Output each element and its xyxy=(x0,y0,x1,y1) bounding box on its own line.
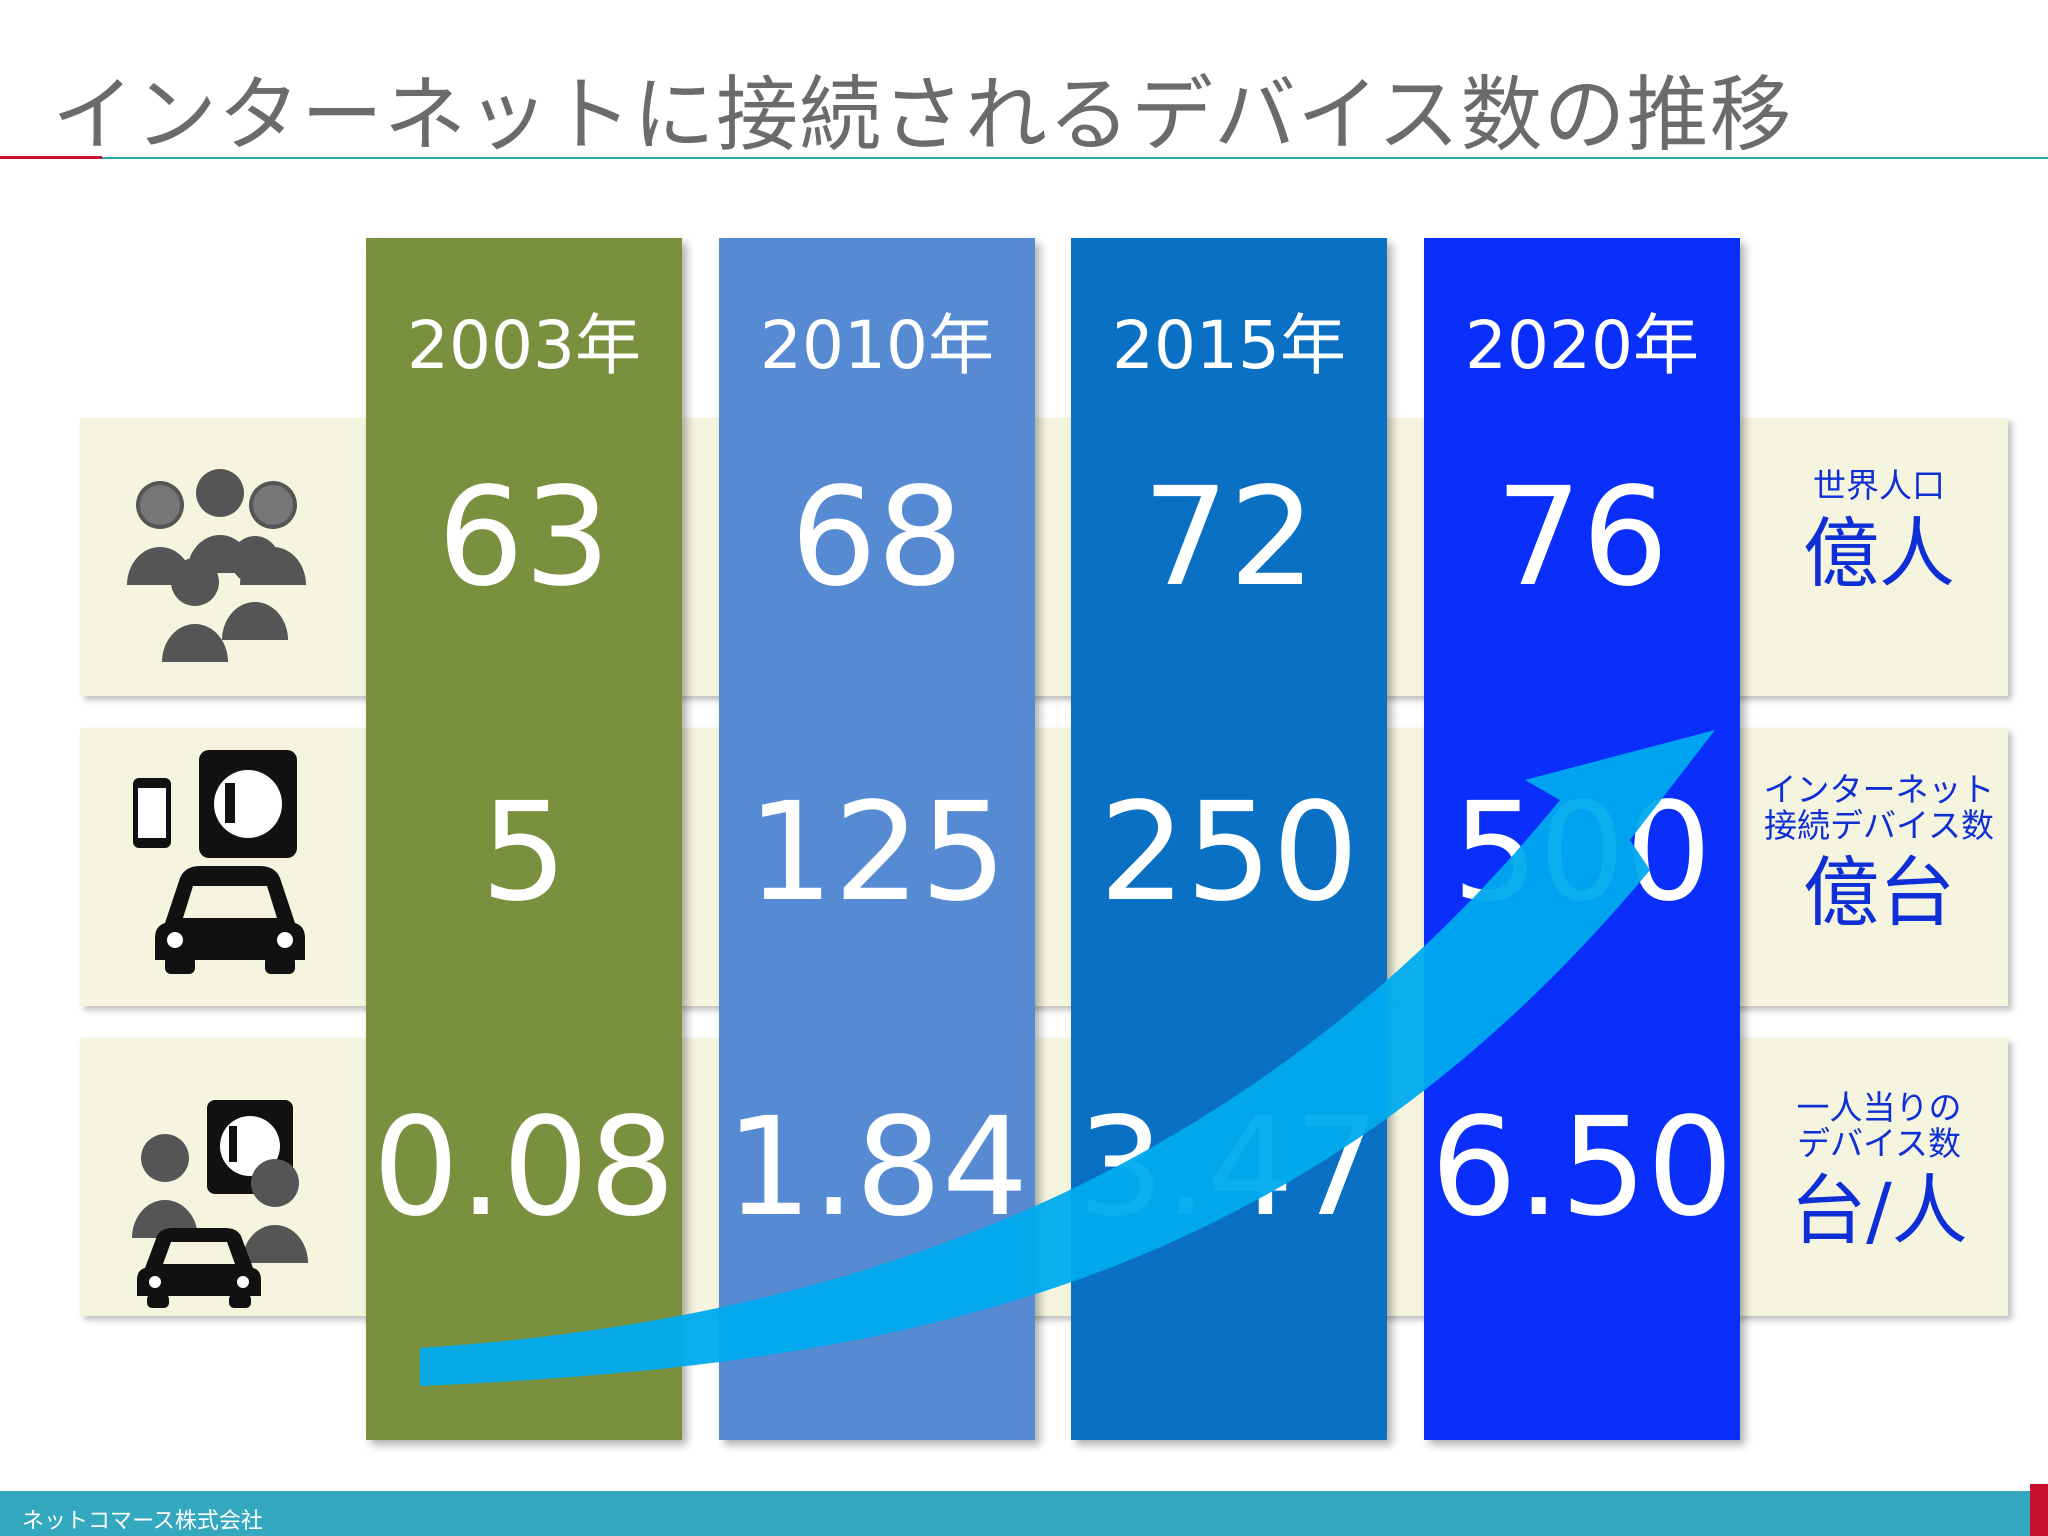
unit-large: 億台 xyxy=(1803,848,1955,938)
row-2-value: 6.50 xyxy=(1430,1089,1734,1247)
year-label: 2003年 xyxy=(407,307,641,384)
row-1-value: 250 xyxy=(1099,774,1359,932)
devices-icon xyxy=(133,750,305,974)
row-0-value: 72 xyxy=(1142,459,1316,617)
unit-small-line: 世界人口 xyxy=(1813,466,1945,505)
company-name: ネットコマース株式会社 xyxy=(22,1509,263,1534)
footer-accent xyxy=(2030,1484,2048,1536)
people-group-icon xyxy=(127,469,306,662)
unit-small-line: 一人当りの xyxy=(1796,1088,1962,1127)
row-2-value: 1.84 xyxy=(725,1089,1029,1247)
unit-label-per-person: 一人当りの デバイス数 台/人 xyxy=(1745,1090,2013,1256)
row-2-value: 0.08 xyxy=(372,1089,676,1247)
year-column-0 xyxy=(366,238,682,1440)
unit-large: 台/人 xyxy=(1790,1166,1968,1256)
row-0-value: 68 xyxy=(790,459,964,617)
unit-large: 億人 xyxy=(1803,508,1955,598)
year-label: 2015年 xyxy=(1112,307,1346,384)
unit-small-line: デバイス数 xyxy=(1796,1123,1961,1163)
unit-label-devices: インターネット 接続デバイス数 億台 xyxy=(1745,772,2013,938)
people-devices-icon xyxy=(132,1100,308,1308)
title-underline-accent xyxy=(0,156,102,159)
row-1-value: 5 xyxy=(480,774,568,932)
year-label: 2020年 xyxy=(1465,307,1699,384)
unit-label-population: 世界人口 億人 xyxy=(1745,468,2013,599)
row-0-value: 76 xyxy=(1495,459,1669,617)
unit-small-line: インターネット xyxy=(1763,770,1995,809)
row-1-value: 125 xyxy=(747,774,1007,932)
unit-small-line: 接続デバイス数 xyxy=(1763,805,1994,845)
row-0-value: 63 xyxy=(437,459,611,617)
page-title: インターネットに接続されるデバイス数の推移 xyxy=(52,68,1793,163)
footer-bar xyxy=(0,1491,2048,1536)
title-underline xyxy=(102,157,2048,159)
year-label: 2010年 xyxy=(760,307,994,384)
